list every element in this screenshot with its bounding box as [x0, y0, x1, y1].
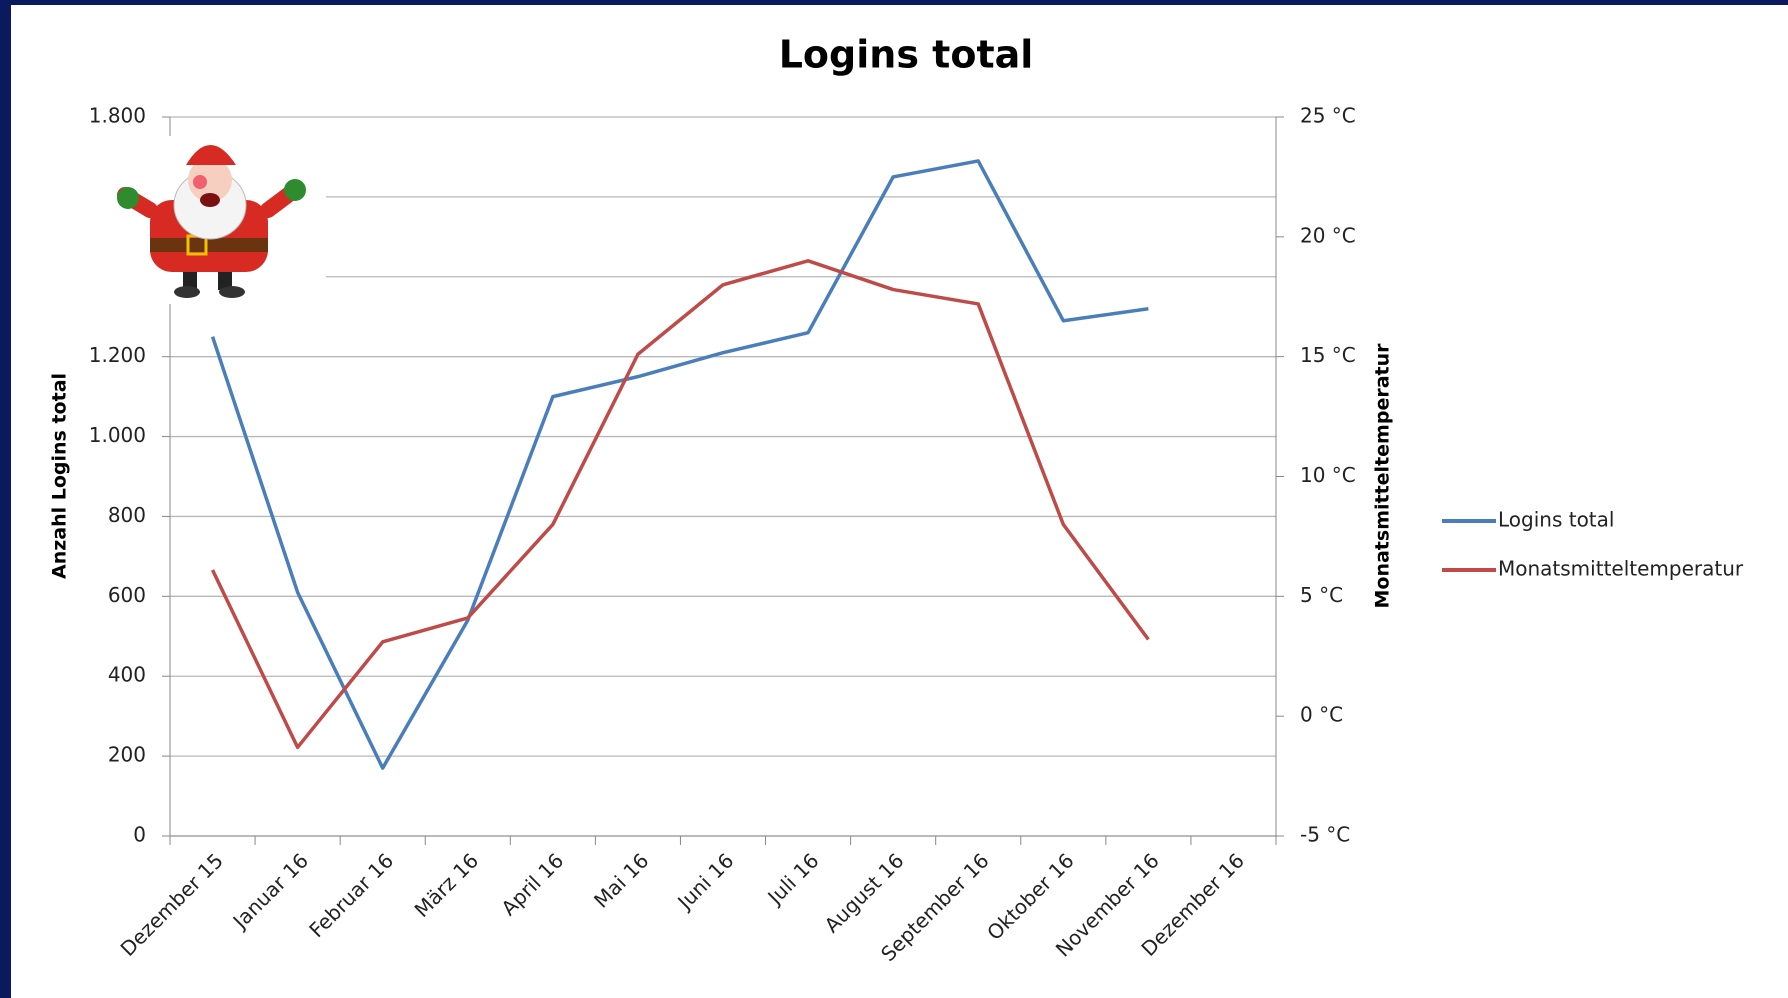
y-axis-title: Anzahl Logins total	[49, 373, 71, 579]
y2-tick-label: 15 °C	[1300, 343, 1356, 367]
santa-nose	[193, 175, 207, 189]
y-tick-label: 600	[108, 583, 146, 607]
y-tick-label: 800	[108, 503, 146, 527]
y-tick-label: 200	[108, 743, 146, 767]
page: Logins total Anzahl Logins total Monatsm…	[0, 0, 1788, 998]
y2-tick-label: 20 °C	[1300, 223, 1356, 247]
y2-tick-label: 0 °C	[1300, 703, 1343, 727]
y2-tick-label: 25 °C	[1300, 104, 1356, 128]
santa-belt	[150, 238, 268, 252]
santa-boot	[219, 286, 245, 298]
chart: Logins total Anzahl Logins total Monatsm…	[0, 0, 1788, 998]
y-tick-label: 400	[108, 663, 146, 687]
y-tick-label: 1.800	[89, 104, 146, 128]
legend-label: Logins total	[1498, 508, 1614, 532]
y2-tick-label: 10 °C	[1300, 463, 1356, 487]
santa-mouth	[200, 193, 220, 207]
santa-image	[66, 136, 326, 304]
y2-axis-title: Monatsmitteltemperatur	[1372, 343, 1394, 609]
y-tick-label: 1.200	[89, 343, 146, 367]
y-tick-label: 0	[133, 823, 146, 847]
y-tick-label: 1.000	[89, 423, 146, 447]
santa-glove	[117, 187, 139, 209]
y2-tick-label: -5 °C	[1300, 823, 1350, 847]
santa-glove	[284, 179, 306, 201]
legend-label: Monatsmitteltemperatur	[1498, 557, 1744, 581]
y2-tick-label: 5 °C	[1300, 583, 1343, 607]
chart-title: Logins total	[779, 33, 1034, 77]
santa-boot	[174, 286, 200, 298]
